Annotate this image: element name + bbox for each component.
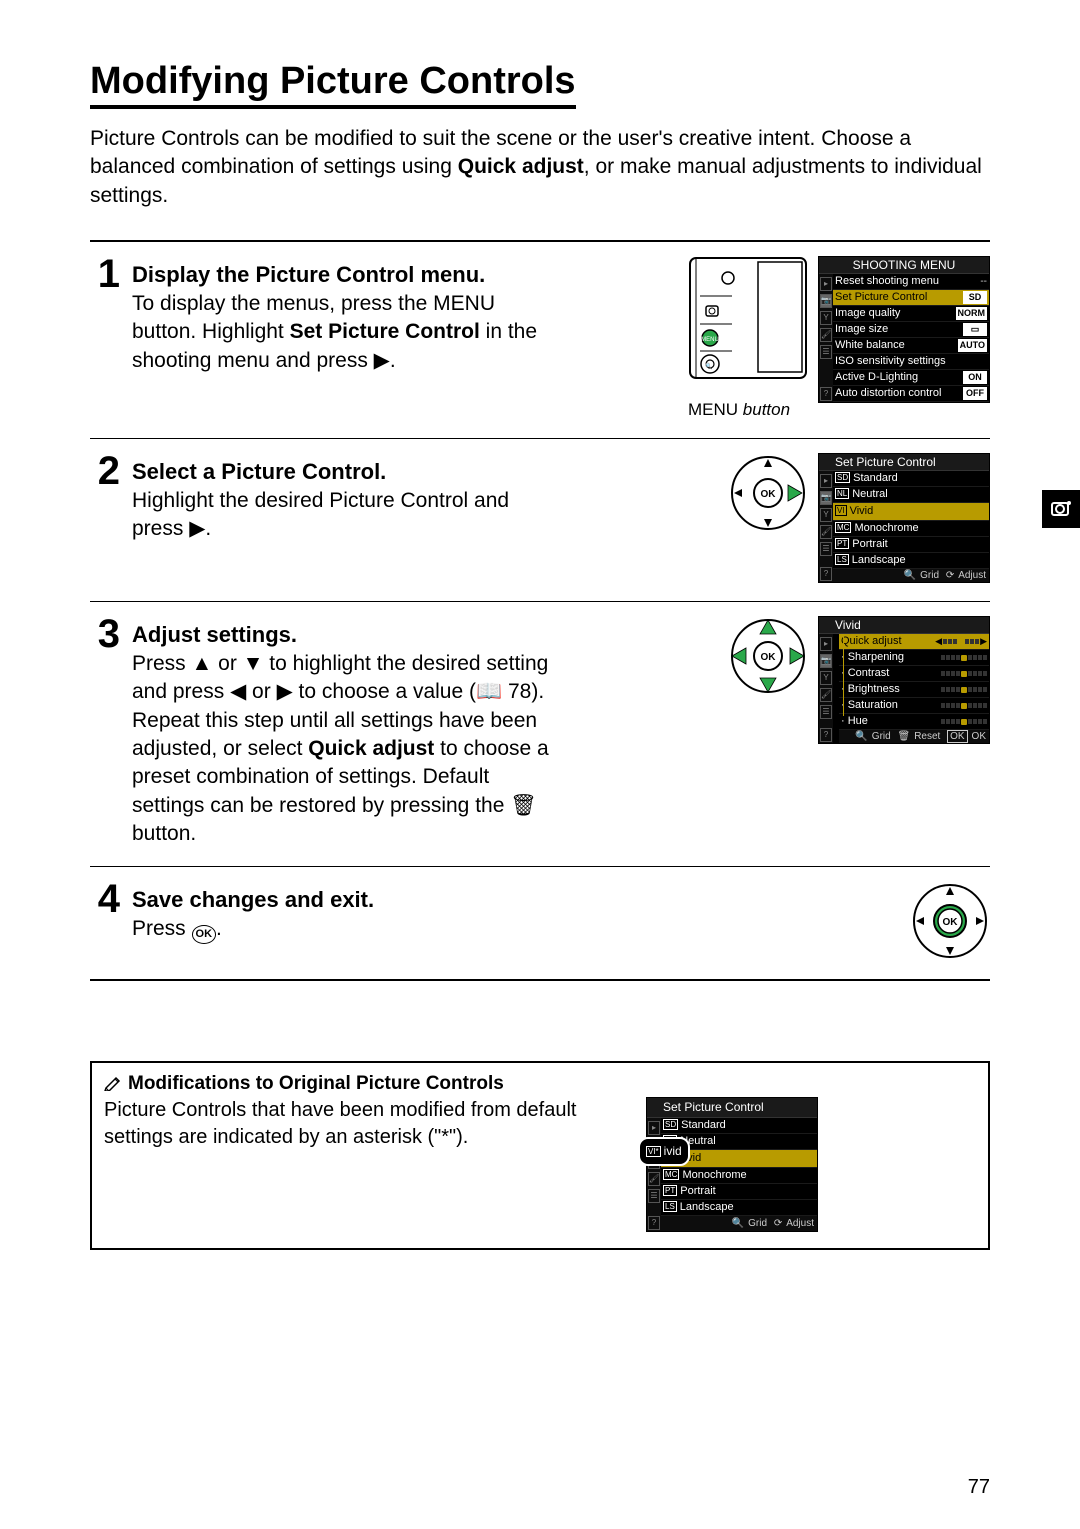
shooting-menu-screen: SHOOTING MENU ▸ 📷 Y 🖌 ☰ ? Reset shooting… <box>818 256 990 403</box>
menu-row: White balanceAUTO <box>833 338 989 354</box>
section-tab-icon <box>1042 490 1080 528</box>
set-picture-control-screen: Set Picture Control ▸ 📷 Y 🖌 ☰ ? SDStanda… <box>818 453 990 583</box>
menu-row: Active D-LightingON <box>833 370 989 386</box>
menu-row: Image size▭ <box>833 322 989 338</box>
page-title: Modifying Picture Controls <box>90 60 576 109</box>
step-title: Display the Picture Control menu. <box>132 262 676 288</box>
intro-paragraph: Picture Controls can be modified to suit… <box>90 125 990 210</box>
menu-row: · Contrast <box>839 666 989 682</box>
svg-text:MENU: MENU <box>701 337 719 343</box>
menu-row: NLNeutral <box>833 487 989 503</box>
screen-title: Set Picture Control <box>819 454 989 471</box>
screen-title: Set Picture Control <box>647 1098 817 1117</box>
dpad-all-icon: OK <box>728 616 808 696</box>
step-text: Press ▲ or ▼ to highlight the desired se… <box>132 650 562 848</box>
screen-tabs: ▸ 📷 Y 🖌 ☰ ? <box>819 471 833 582</box>
menu-row: · Sharpening <box>839 650 989 666</box>
menu-row: LSLandscape <box>833 553 989 569</box>
dpad-right-icon: OK <box>728 453 808 533</box>
step-title: Save changes and exit. <box>132 887 898 913</box>
svg-text:🔍: 🔍 <box>705 362 713 370</box>
screen-tabs: ▸ 📷 Y 🖌 ☰ ? <box>647 1118 661 1232</box>
menu-row: · Hue <box>839 714 989 730</box>
step-text: Press OK. <box>132 915 562 944</box>
menu-row: Quick adjust◀▶ <box>839 634 989 650</box>
menu-row: SDStandard <box>661 1118 817 1134</box>
note-text: Picture Controls that have been modified… <box>104 1097 634 1151</box>
menu-button-caption: MENU button <box>688 400 808 420</box>
menu-row: Set Picture ControlSD <box>833 290 989 306</box>
note-box: Modifications to Original Picture Contro… <box>90 1061 990 1250</box>
camera-back-illustration: MENU 🔍 MENU button <box>688 256 808 420</box>
menu-row: MCMonochrome <box>661 1168 817 1184</box>
adjust-settings-screen: Vivid ▸ 📷 Y 🖌 ☰ ? Quick adjust◀▶· Sharpe… <box>818 616 990 744</box>
menu-row: · Saturation <box>839 698 989 714</box>
step-number: 1 <box>90 256 120 420</box>
menu-row: PTPortrait <box>833 537 989 553</box>
magnified-item: VI*ivid <box>638 1137 690 1165</box>
step-3: 3 Adjust settings. Press ▲ or ▼ to highl… <box>90 602 990 867</box>
menu-row: LSLandscape <box>661 1200 817 1216</box>
step-text: Highlight the desired Picture Control an… <box>132 487 562 544</box>
menu-row: SDStandard <box>833 471 989 487</box>
screen-footer: 🔍Grid 🗑Reset OKOK <box>839 730 989 743</box>
page-number: 77 <box>968 1476 990 1499</box>
screen-title: SHOOTING MENU <box>819 257 989 274</box>
step-2: 2 Select a Picture Control. Highlight th… <box>90 439 990 602</box>
svg-text:OK: OK <box>761 489 777 500</box>
screen-footer: 🔍Grid ⟳Adjust <box>833 569 989 582</box>
step-title: Adjust settings. <box>132 622 716 648</box>
screen-title: Vivid <box>819 617 989 634</box>
screen-tabs: ▸ 📷 Y 🖌 ☰ ? <box>819 634 833 743</box>
menu-row: Reset shooting menu-- <box>833 274 989 290</box>
menu-row: VIVividOK <box>833 503 989 521</box>
step-4: 4 Save changes and exit. Press OK. OK <box>90 867 990 979</box>
step-title: Select a Picture Control. <box>132 459 716 485</box>
menu-row: Image qualityNORM <box>833 306 989 322</box>
svg-text:OK: OK <box>761 652 777 663</box>
menu-row: MCMonochrome <box>833 521 989 537</box>
steps-list: 1 Display the Picture Control menu. To d… <box>90 240 990 981</box>
step-number: 2 <box>90 453 120 583</box>
menu-row: PTPortrait <box>661 1184 817 1200</box>
step-number: 3 <box>90 616 120 848</box>
menu-row: ISO sensitivity settings <box>833 354 989 370</box>
screen-tabs: ▸ 📷 Y 🖌 ☰ ? <box>819 274 833 402</box>
pencil-icon <box>104 1075 122 1091</box>
screen-footer: 🔍Grid ⟳Adjust <box>661 1216 817 1232</box>
svg-text:OK: OK <box>943 917 959 928</box>
dpad-ok-icon: OK <box>910 881 990 961</box>
menu-row: · Brightness <box>839 682 989 698</box>
step-text: To display the menus, press the MENU but… <box>132 290 562 375</box>
step-number: 4 <box>90 881 120 961</box>
note-title: Modifications to Original Picture Contro… <box>104 1073 976 1095</box>
step-1: 1 Display the Picture Control menu. To d… <box>90 242 990 439</box>
menu-row: Auto distortion controlOFF <box>833 386 989 402</box>
